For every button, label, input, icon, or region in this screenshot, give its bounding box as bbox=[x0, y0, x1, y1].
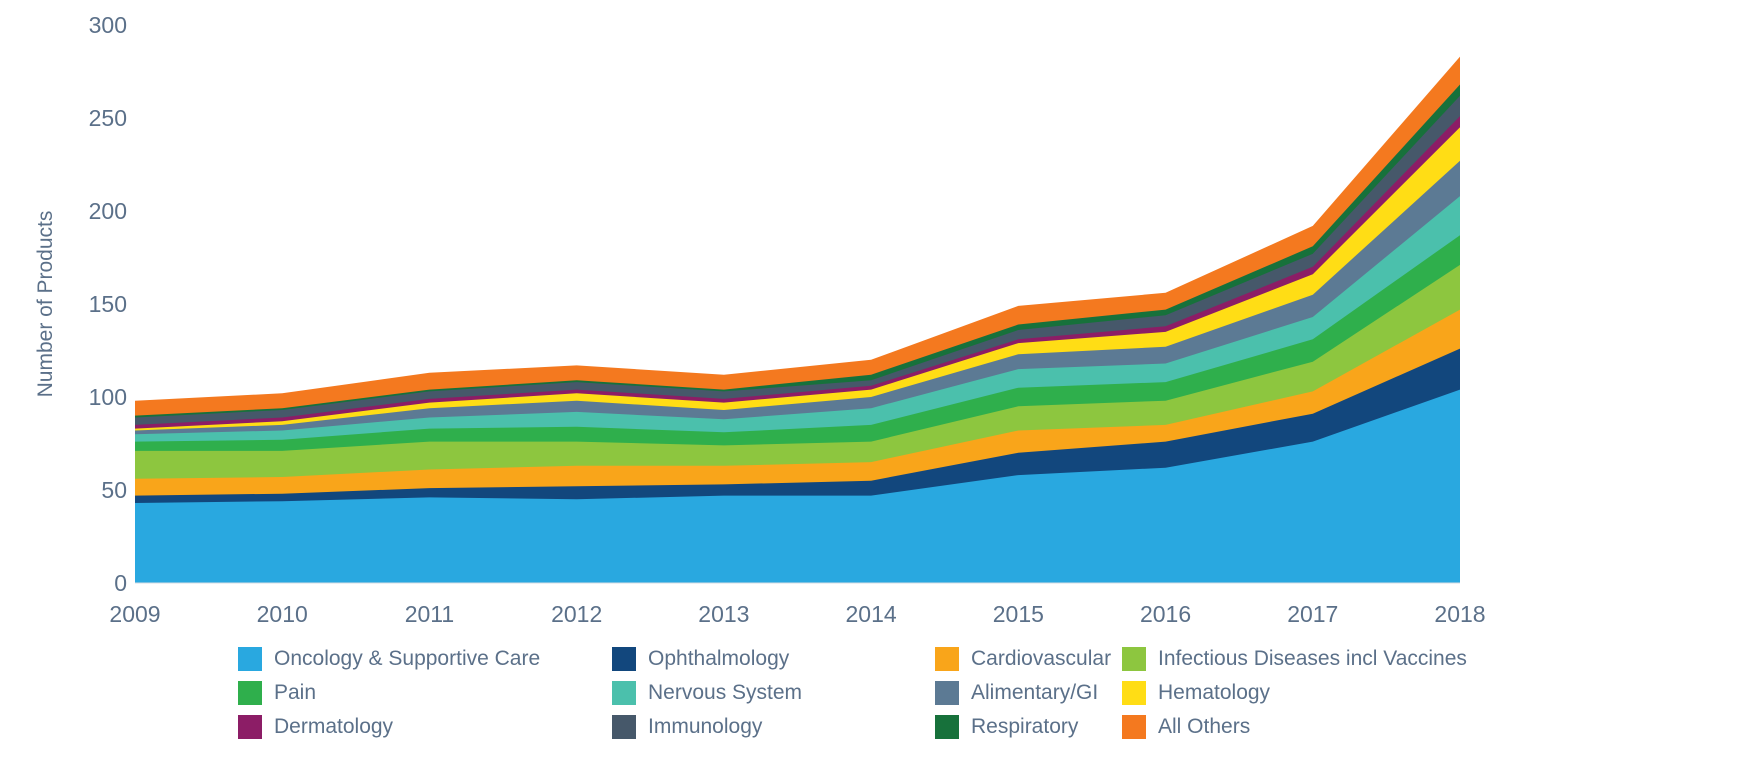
x-axis-tick-label: 2012 bbox=[551, 601, 602, 627]
legend-item-alimentary-gi: Alimentary/GI bbox=[935, 681, 1122, 705]
area-series-oncology-supportive-care bbox=[135, 389, 1460, 583]
y-axis-tick-label: 0 bbox=[114, 570, 127, 596]
legend-swatch-hematology bbox=[1122, 681, 1146, 705]
legend-item-cardiovascular: Cardiovascular bbox=[935, 647, 1122, 671]
legend-swatch-immunology bbox=[612, 715, 636, 739]
legend-item-ophthalmology: Ophthalmology bbox=[612, 647, 935, 671]
legend-item-infectious-diseases-incl-vaccines: Infectious Diseases incl Vaccines bbox=[1122, 647, 1467, 671]
x-axis-tick-label: 2015 bbox=[993, 601, 1044, 627]
legend-label: Dermatology bbox=[274, 715, 394, 738]
y-axis-tick-label: 150 bbox=[89, 291, 127, 317]
x-axis-tick-label: 2018 bbox=[1434, 601, 1485, 627]
x-axis-tick-label: 2017 bbox=[1287, 601, 1338, 627]
legend-label: Alimentary/GI bbox=[971, 681, 1099, 704]
x-axis-tick-label: 2011 bbox=[405, 601, 454, 627]
legend-label: Nervous System bbox=[648, 681, 803, 704]
legend-item-dermatology: Dermatology bbox=[238, 715, 612, 739]
x-axis-tick-label: 2009 bbox=[109, 601, 160, 627]
y-axis-tick-label: 250 bbox=[89, 105, 127, 131]
y-axis-tick-label: 50 bbox=[101, 477, 127, 503]
legend-label: Oncology & Supportive Care bbox=[274, 647, 541, 670]
legend-item-nervous-system: Nervous System bbox=[612, 681, 935, 705]
legend-swatch-oncology-supportive-care bbox=[238, 647, 262, 671]
legend-label: Immunology bbox=[648, 715, 763, 738]
legend-label: Pain bbox=[274, 681, 317, 704]
y-axis-title: Number of Products bbox=[34, 211, 57, 398]
legend-swatch-ophthalmology bbox=[612, 647, 636, 671]
legend-swatch-pain bbox=[238, 681, 262, 705]
legend-item-oncology-supportive-care: Oncology & Supportive Care bbox=[238, 647, 612, 671]
legend-swatch-nervous-system bbox=[612, 681, 636, 705]
legend-label: Respiratory bbox=[971, 715, 1079, 738]
x-axis-tick-label: 2016 bbox=[1140, 601, 1191, 627]
y-axis-tick-label: 300 bbox=[89, 12, 127, 38]
x-axis-tick-label: 2014 bbox=[846, 601, 897, 627]
legend-item-hematology: Hematology bbox=[1122, 681, 1467, 705]
legend-swatch-dermatology bbox=[238, 715, 262, 739]
chart-plot-area: Number of Products 0 50 100 150 200 250 300 200… bbox=[34, 12, 1486, 627]
legend-item-pain: Pain bbox=[238, 681, 612, 705]
x-axis-tick-label: 2010 bbox=[257, 601, 308, 627]
legend-item-all-others: All Others bbox=[1122, 715, 1467, 739]
legend-item-respiratory: Respiratory bbox=[935, 715, 1122, 739]
y-axis-tick-label: 200 bbox=[89, 198, 127, 224]
legend-label: Cardiovascular bbox=[971, 647, 1112, 670]
legend-swatch-infectious-diseases-incl-vaccines bbox=[1122, 647, 1146, 671]
legend-label: All Others bbox=[1158, 715, 1251, 738]
legend-swatch-all-others bbox=[1122, 715, 1146, 739]
legend-item-immunology: Immunology bbox=[612, 715, 935, 739]
legend-swatch-respiratory bbox=[935, 715, 959, 739]
legend-label: Infectious Diseases incl Vaccines bbox=[1158, 647, 1467, 670]
legend-swatch-alimentary-gi bbox=[935, 681, 959, 705]
chart-legend: Oncology & Supportive Care Ophthalmology C… bbox=[238, 642, 1467, 744]
legend-label: Ophthalmology bbox=[648, 647, 790, 670]
y-axis-tick-label: 100 bbox=[89, 384, 127, 410]
x-axis-tick-label: 2013 bbox=[698, 601, 749, 627]
legend-swatch-cardiovascular bbox=[935, 647, 959, 671]
legend-label: Hematology bbox=[1158, 681, 1271, 704]
